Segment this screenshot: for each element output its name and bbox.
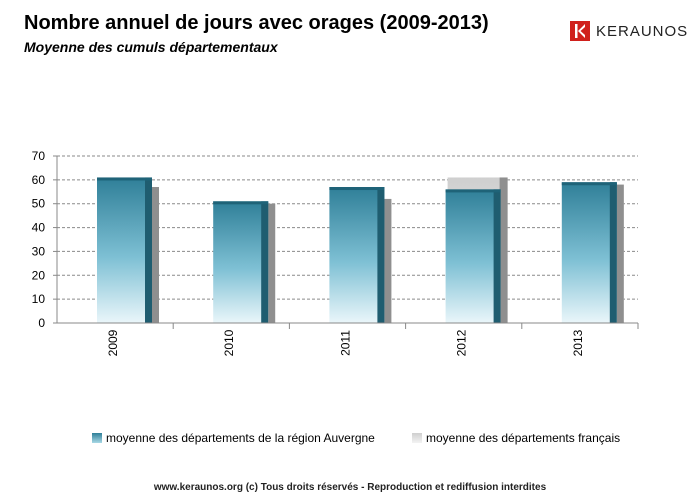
bar-auvergne-2011 xyxy=(329,187,385,323)
legend-swatch-france xyxy=(412,433,422,443)
bar-auvergne-side-2012 xyxy=(493,189,501,323)
keraunos-logo: KERAUNOS xyxy=(570,20,688,42)
chart-title: Nombre annuel de jours avec orages (2009… xyxy=(24,12,489,34)
chart-subtitle: Moyenne des cumuls départementaux xyxy=(24,39,278,55)
x-tick-label-2009: 2009 xyxy=(106,329,120,356)
footer-copyright: www.keraunos.org (c) Tous droits réservé… xyxy=(153,482,547,493)
bar-auvergne-top-2011 xyxy=(329,187,385,191)
bar-auvergne-top-2013 xyxy=(561,182,617,186)
bar-auvergne-2012 xyxy=(445,189,501,323)
bar-auvergne-top-2009 xyxy=(97,177,152,181)
y-tick-label: 0 xyxy=(38,316,45,330)
bar-auvergne-2010 xyxy=(213,201,269,323)
y-tick-label: 10 xyxy=(32,292,46,306)
y-tick-label: 50 xyxy=(32,197,46,211)
bar-france-side-2013 xyxy=(615,184,624,323)
bar-auvergne-side-2011 xyxy=(377,187,385,323)
bar-auvergne-top-2010 xyxy=(213,201,269,205)
legend-label-france: moyenne des départements français xyxy=(426,431,621,445)
keraunos-logo-text: KERAUNOS xyxy=(596,22,689,40)
y-tick-label: 20 xyxy=(32,268,46,282)
legend-item-france: moyenne des départements français xyxy=(412,431,620,445)
y-tick-label: 30 xyxy=(32,244,46,258)
bar-france-side-2009 xyxy=(151,187,159,323)
keraunos-logo-icon xyxy=(570,21,590,41)
legend-item-auvergne: moyenne des départements de la région Au… xyxy=(92,431,375,445)
bar-auvergne-top-2012 xyxy=(445,189,501,193)
bar-france-side-2010 xyxy=(267,203,276,323)
y-tick-label: 70 xyxy=(32,149,46,163)
y-tick-label: 40 xyxy=(32,221,46,235)
bar-auvergne-side-2010 xyxy=(261,201,269,323)
bar-france-side-2011 xyxy=(383,198,392,323)
legend-label-auvergne: moyenne des départements de la région Au… xyxy=(106,431,375,445)
bar-auvergne-side-2013 xyxy=(609,182,617,323)
bar-auvergne-2013 xyxy=(561,182,617,323)
x-tick-label-2013: 2013 xyxy=(571,329,585,356)
y-tick-label: 60 xyxy=(32,173,46,187)
bar-auvergne-side-2009 xyxy=(145,177,152,323)
x-tick-label-2012: 2012 xyxy=(455,329,469,356)
bar-france-side-2012 xyxy=(499,177,508,323)
bar-auvergne-2009 xyxy=(97,177,152,323)
x-tick-label-2011: 2011 xyxy=(338,330,352,356)
x-tick-label-2010: 2010 xyxy=(222,329,236,356)
legend-swatch-auvergne xyxy=(92,433,102,443)
